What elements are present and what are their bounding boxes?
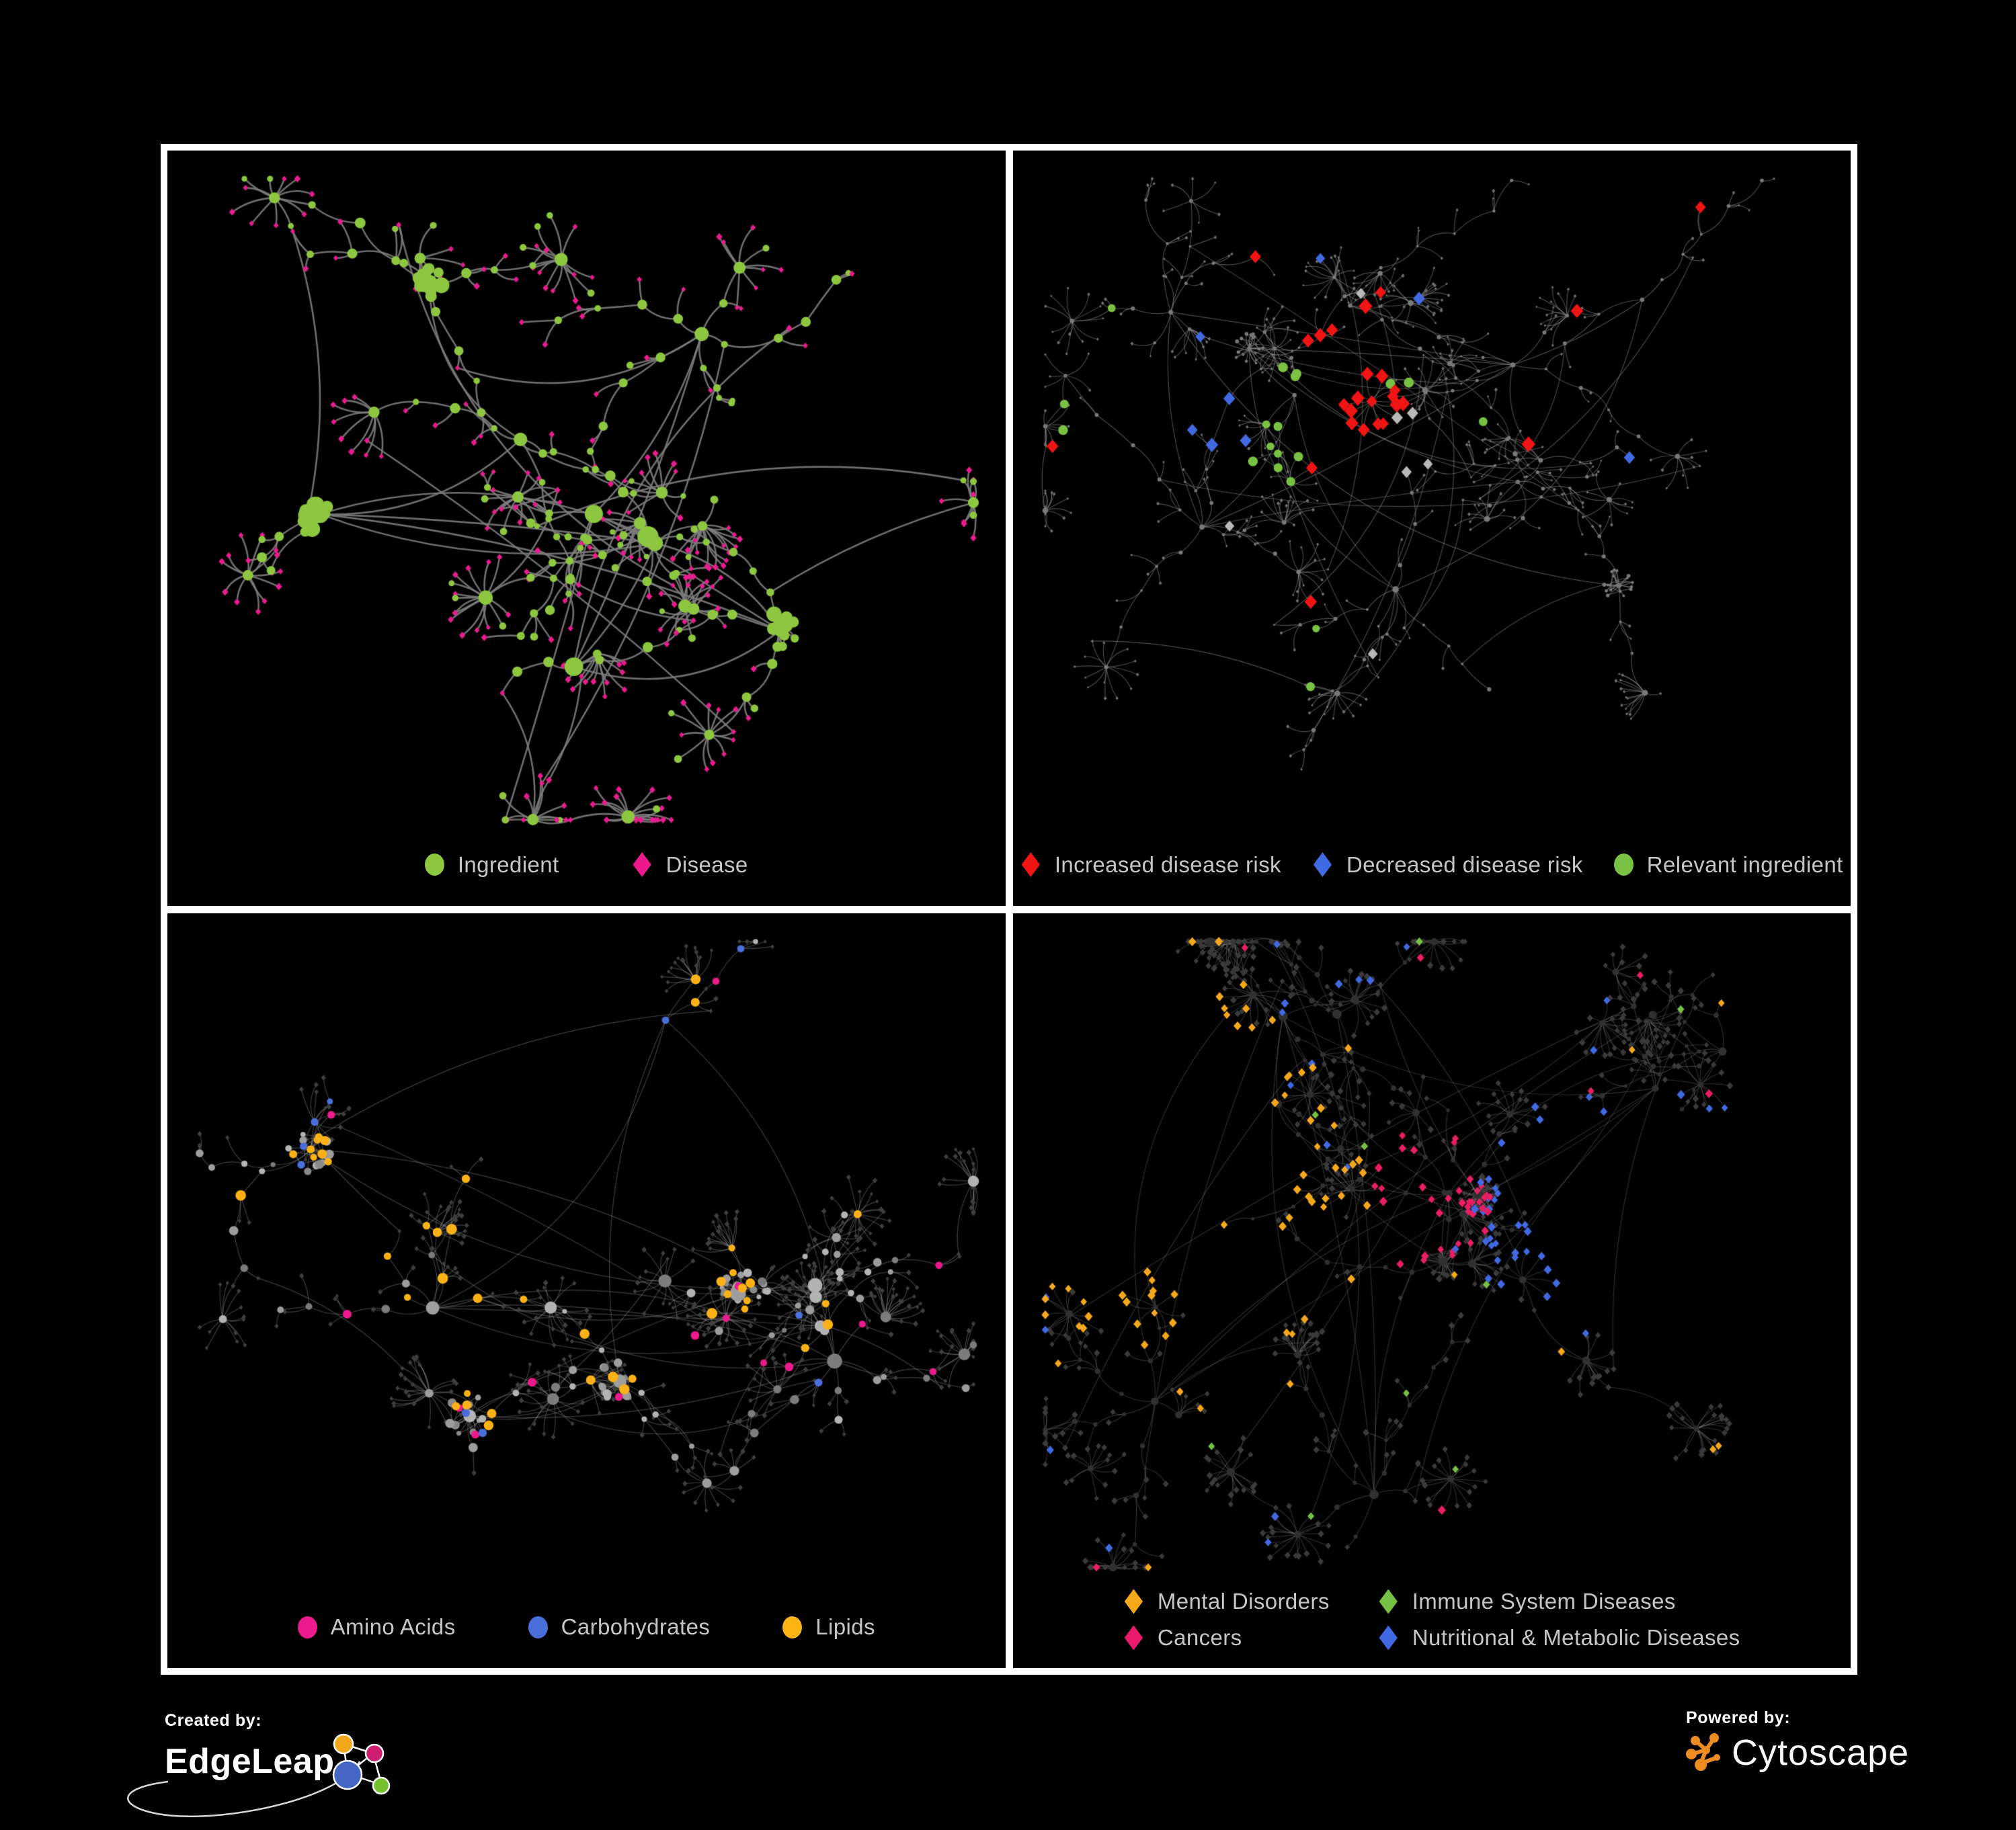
legend-item-increased-disease-risk: Increased disease risk (1020, 852, 1281, 878)
legend-label: Amino Acids (330, 1614, 456, 1639)
edgeleap-logo: EdgeLeap (127, 1733, 541, 1817)
legend-label: Ingredient (457, 851, 559, 877)
legend-label: Mental Disorders (1157, 1589, 1330, 1614)
legend-macronutrients: Amino Acids Carbohydrates Lipids (167, 1614, 1006, 1640)
legend-label: Decreased disease risk (1346, 851, 1583, 877)
panel-ingredient-disease: Ingredient Disease (167, 151, 1006, 906)
edgeleap-nodes-icon (332, 1733, 391, 1795)
powered-by-label: Powered by: (1686, 1708, 1791, 1727)
legend-item-ingredient: Ingredient (424, 851, 559, 878)
diamond-marker (1379, 1625, 1398, 1651)
circle-marker (1613, 854, 1634, 876)
legend-label: Relevant ingredient (1646, 851, 1843, 877)
legend-disease-categories: Mental Disorders Immune System Diseases Ca… (1013, 1589, 1851, 1651)
circle-marker (782, 1616, 803, 1638)
legend-item-amino-acids: Amino Acids (297, 1614, 456, 1640)
legend-item-mental-disorders: Mental Disorders (1123, 1589, 1330, 1614)
legend-item-cancers: Cancers (1123, 1625, 1330, 1651)
panel-disease-risk: Increased disease risk Decreased disease … (1012, 151, 1851, 906)
legend-disease-risk: Increased disease risk Decreased disease … (1013, 852, 1851, 878)
circle-marker (297, 1616, 317, 1638)
diamond-marker (1379, 1589, 1398, 1614)
panel-disease-categories: Mental Disorders Immune System Diseases Ca… (1012, 913, 1851, 1668)
created-by-block: Created by: EdgeLeap (127, 1711, 541, 1817)
legend-label: Immune System Diseases (1412, 1589, 1676, 1614)
created-by-label: Created by: (165, 1711, 262, 1730)
legend-item-decreased-disease-risk: Decreased disease risk (1312, 852, 1583, 878)
legend-label: Increased disease risk (1054, 851, 1281, 877)
edgeleap-swoosh (127, 1761, 361, 1817)
circle-marker (424, 854, 444, 876)
panel-macronutrients: Amino Acids Carbohydrates Lipids (167, 913, 1006, 1668)
legend-item-disease: Disease (632, 852, 748, 878)
legend-label: Nutritional & Metabolic Diseases (1412, 1625, 1740, 1650)
network-canvas-disease-categories (1012, 913, 1851, 1668)
cytoscape-icon (1686, 1733, 1720, 1771)
diamond-marker (1021, 852, 1040, 877)
diamond-marker (633, 852, 651, 877)
network-canvas-ingredient-disease (167, 151, 1006, 906)
edgeleap-wordmark: EdgeLeap (165, 1742, 335, 1781)
network-canvas-macronutrients (167, 913, 1006, 1668)
diamond-marker (1124, 1625, 1143, 1651)
powered-by-block: Powered by: Cytoscape (1686, 1708, 1909, 1774)
legend-label: Cancers (1157, 1625, 1242, 1650)
diamond-marker (1124, 1589, 1143, 1614)
legend-label: Disease (666, 851, 748, 877)
legend-ingredient-disease: Ingredient Disease (167, 852, 1006, 878)
legend-item-nutritional-metabolic-diseases: Nutritional & Metabolic Diseases (1378, 1625, 1740, 1651)
legend-item-immune-system-diseases: Immune System Diseases (1378, 1589, 1740, 1614)
legend-label: Carbohydrates (561, 1614, 711, 1639)
panel-grid: Ingredient Disease Increased disease risk… (161, 144, 1857, 1675)
cytoscape-wordmark: Cytoscape (1732, 1733, 1910, 1773)
diamond-marker (1313, 852, 1332, 877)
legend-item-carbohydrates: Carbohydrates (528, 1614, 711, 1640)
legend-item-lipids: Lipids (782, 1614, 875, 1640)
legend-item-relevant-ingredient: Relevant ingredient (1613, 851, 1843, 878)
cytoscape-logo: Cytoscape (1686, 1732, 1909, 1774)
legend-label: Lipids (815, 1614, 875, 1639)
circle-marker (528, 1616, 548, 1638)
network-canvas-disease-risk (1012, 151, 1851, 906)
